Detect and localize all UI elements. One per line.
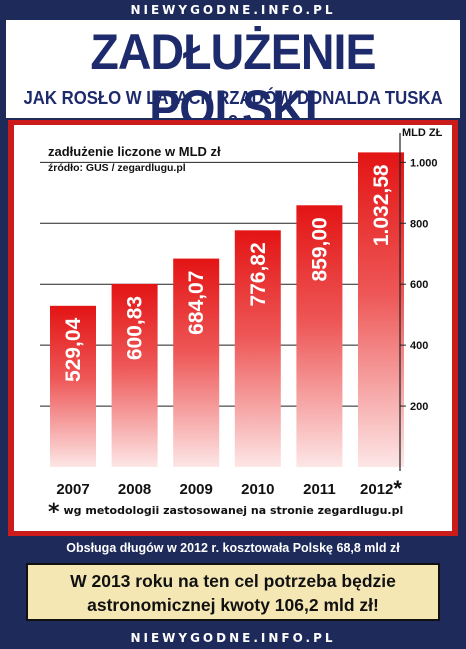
- page-title: ZADŁUŻENIE POLSKI: [90, 24, 376, 136]
- x-tick-label: 2010: [241, 481, 274, 498]
- asterisk-icon: *: [393, 476, 402, 501]
- y-tick-label: 1.000: [410, 157, 438, 169]
- site-banner-top: NIEWYGODNE.INFO.PL: [130, 3, 336, 17]
- bar-2007: [50, 305, 96, 467]
- bar-value-label: 684,07: [185, 271, 208, 335]
- highlight-line-1: W 2013 roku na ten cel potrzeba będzie: [70, 571, 396, 591]
- bar-value-label: 859,00: [308, 217, 331, 281]
- x-tick-label: 2012*: [360, 476, 402, 501]
- title-box: ZADŁUŻENIE POLSKI JAK ROSŁO W LATACH RZĄ…: [6, 20, 460, 136]
- chart-footnote: * wg metodologii zastosowanej na stronie …: [48, 500, 403, 525]
- bar-2012: [358, 152, 404, 467]
- bar-value-label: 600,83: [124, 296, 147, 360]
- bar-2011: [296, 205, 343, 467]
- x-tick-label: 2008: [118, 481, 151, 498]
- x-tick-label: 2009: [180, 481, 213, 498]
- y-tick-label: 600: [410, 279, 428, 291]
- bar-2008: [111, 283, 158, 467]
- debt-service-note: Obsługa długów w 2012 r. kosztowała Pols…: [66, 541, 400, 555]
- highlight-box: W 2013 roku na ten cel potrzeba będzie a…: [26, 563, 440, 621]
- y-tick-label: 400: [410, 340, 428, 352]
- debt-bar-chart: 529,04 600,83 684,07 776,82 859,00 1.032,58 2…: [40, 127, 443, 501]
- bar-2010: [234, 230, 281, 467]
- highlight-line-2: astronomicznej kwoty 106,2 mld zł!: [87, 595, 379, 615]
- chart-footnote-text: wg metodologii zastosowanej na stronie z…: [63, 504, 404, 517]
- x-tick-label: 2007: [56, 481, 89, 498]
- bar-value-label: 1.032,58: [370, 164, 393, 246]
- bar-2009: [173, 258, 220, 467]
- site-banner-bottom: NIEWYGODNE.INFO.PL: [130, 631, 336, 645]
- chart-source: źródło: GUS / zegardlugu.pl: [48, 162, 186, 174]
- asterisk-icon: *: [48, 500, 60, 525]
- bar-value-label: 529,04: [62, 317, 85, 382]
- bar-value-label: 776,82: [247, 242, 270, 306]
- chart-title: zadłużenie liczone w MLD zł: [48, 144, 221, 159]
- y-tick-label: 800: [410, 218, 428, 230]
- y-tick-label: 200: [410, 401, 428, 413]
- x-tick-label: 2011: [303, 481, 336, 498]
- y-axis-unit-label: MLD ZŁ: [402, 127, 443, 139]
